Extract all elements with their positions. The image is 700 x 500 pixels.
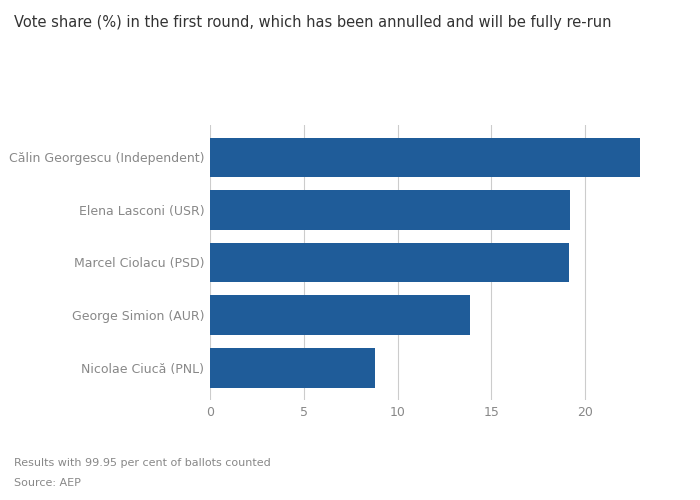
- Bar: [210, 243, 569, 282]
- Bar: [210, 138, 640, 177]
- Text: Results with 99.95 per cent of ballots counted: Results with 99.95 per cent of ballots c…: [14, 458, 271, 468]
- Bar: [210, 348, 375, 388]
- Text: Source: AEP: Source: AEP: [14, 478, 81, 488]
- Bar: [210, 296, 470, 335]
- Text: Vote share (%) in the first round, which has been annulled and will be fully re-: Vote share (%) in the first round, which…: [14, 15, 612, 30]
- Bar: [210, 190, 570, 230]
